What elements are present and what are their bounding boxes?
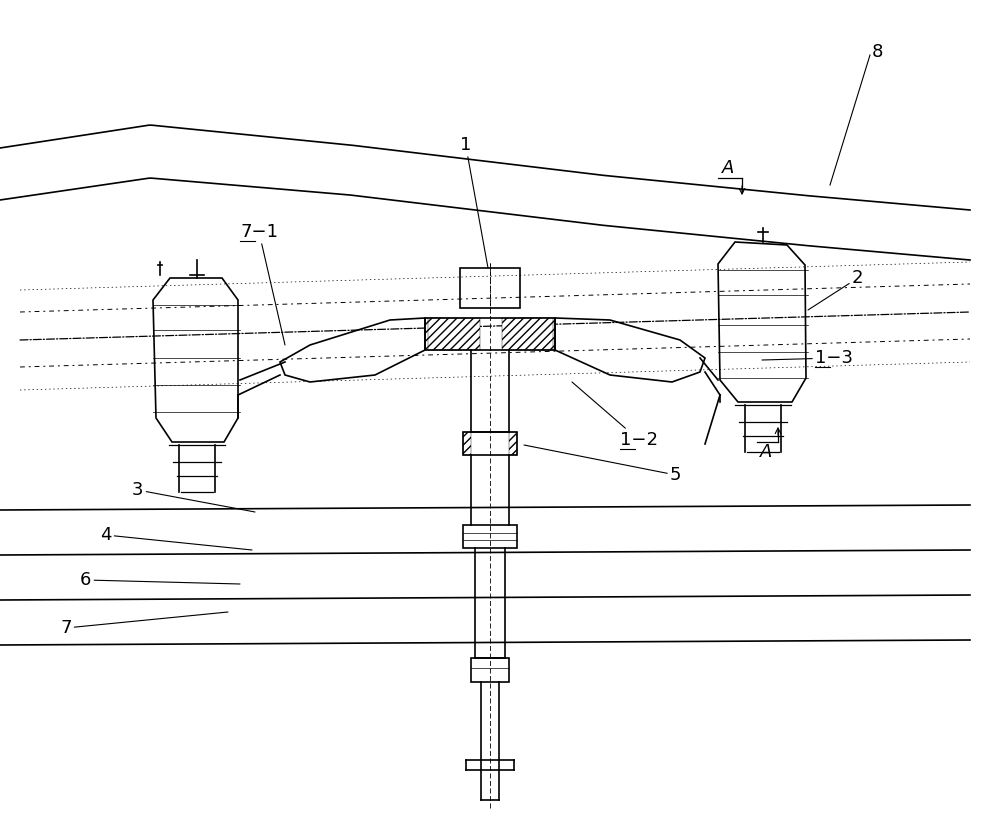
Polygon shape <box>502 318 553 350</box>
Text: 7−1: 7−1 <box>240 223 285 345</box>
Text: 4: 4 <box>100 526 252 550</box>
Text: 1: 1 <box>460 136 488 268</box>
Bar <box>460 268 520 308</box>
Text: 7: 7 <box>60 612 228 637</box>
Bar <box>463 525 517 548</box>
Bar <box>463 432 517 455</box>
Polygon shape <box>428 318 480 350</box>
Text: 1−2: 1−2 <box>572 382 658 449</box>
Bar <box>509 432 517 455</box>
Bar <box>520 318 555 350</box>
Text: 6: 6 <box>80 571 240 589</box>
Bar <box>425 318 555 350</box>
Text: 1−3: 1−3 <box>762 349 853 367</box>
Text: A: A <box>760 443 772 461</box>
Text: 2: 2 <box>808 269 864 310</box>
Text: 5: 5 <box>524 445 682 484</box>
Text: A: A <box>722 159 734 177</box>
Bar <box>463 432 471 455</box>
Bar <box>425 318 460 350</box>
Text: 3: 3 <box>132 481 255 512</box>
Bar <box>471 658 509 682</box>
Text: 8: 8 <box>872 43 883 61</box>
